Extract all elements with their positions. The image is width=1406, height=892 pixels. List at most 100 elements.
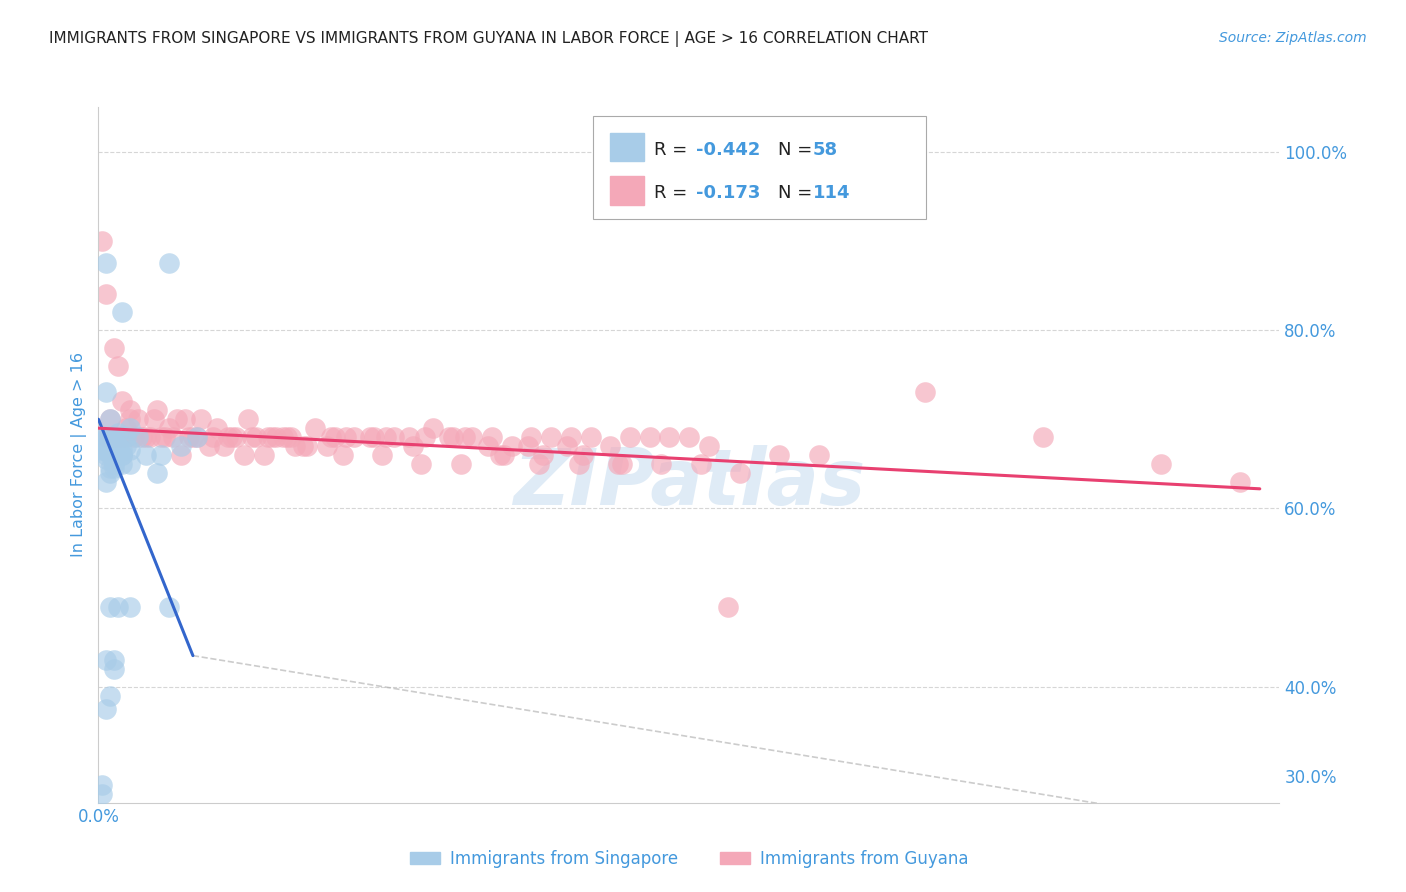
Point — [131, 430, 153, 444]
Point — [323, 430, 346, 444]
Point — [555, 439, 578, 453]
Point — [107, 359, 129, 373]
Point — [103, 662, 125, 676]
Point — [461, 430, 484, 444]
Point — [103, 448, 125, 462]
Point — [103, 653, 125, 667]
Point — [96, 702, 118, 716]
Point — [91, 234, 114, 248]
Point — [146, 466, 169, 480]
Point — [98, 466, 121, 480]
Point — [560, 430, 582, 444]
Point — [96, 448, 118, 462]
Point — [599, 439, 621, 453]
Point — [914, 385, 936, 400]
Point — [103, 341, 125, 355]
Point — [157, 599, 180, 614]
Point — [437, 430, 460, 444]
Text: 58: 58 — [813, 141, 838, 159]
Point — [135, 448, 157, 462]
Point — [260, 430, 283, 444]
Point — [96, 256, 118, 270]
Point — [276, 430, 298, 444]
Point — [157, 421, 180, 435]
Point — [1229, 475, 1251, 489]
Point — [264, 430, 287, 444]
Point — [111, 430, 134, 444]
Point — [96, 443, 118, 458]
Point — [181, 430, 204, 444]
Point — [501, 439, 523, 453]
Point — [441, 430, 464, 444]
Point — [186, 430, 208, 444]
Point — [107, 599, 129, 614]
Point — [150, 448, 173, 462]
Point — [98, 443, 121, 458]
Point — [127, 430, 149, 444]
Text: -0.173: -0.173 — [696, 184, 761, 202]
Point — [186, 430, 208, 444]
Point — [155, 430, 177, 444]
Point — [111, 448, 134, 462]
Point — [225, 430, 247, 444]
Y-axis label: In Labor Force | Age > 16: In Labor Force | Age > 16 — [72, 352, 87, 558]
Point — [96, 475, 118, 489]
Point — [103, 457, 125, 471]
Point — [807, 448, 830, 462]
Point — [728, 466, 751, 480]
Point — [374, 430, 396, 444]
Point — [96, 430, 118, 444]
Point — [217, 430, 239, 444]
Point — [118, 412, 141, 426]
Point — [146, 403, 169, 417]
Point — [214, 439, 236, 453]
Point — [531, 448, 554, 462]
Point — [481, 430, 503, 444]
Text: R =: R = — [654, 141, 693, 159]
Point — [516, 439, 538, 453]
Point — [98, 689, 121, 703]
Point — [96, 439, 118, 453]
Point — [103, 461, 125, 475]
Point — [319, 430, 342, 444]
Point — [233, 448, 256, 462]
Point — [359, 430, 381, 444]
Point — [118, 443, 141, 458]
Point — [638, 430, 661, 444]
Point — [332, 448, 354, 462]
Point — [579, 430, 602, 444]
Point — [107, 439, 129, 453]
Text: IMMIGRANTS FROM SINGAPORE VS IMMIGRANTS FROM GUYANA IN LABOR FORCE | AGE > 16 CO: IMMIGRANTS FROM SINGAPORE VS IMMIGRANTS … — [49, 31, 928, 47]
Point — [142, 412, 165, 426]
Point — [402, 439, 425, 453]
Point — [221, 430, 243, 444]
Point — [91, 443, 114, 458]
Point — [477, 439, 499, 453]
Point — [115, 439, 138, 453]
Point — [98, 599, 121, 614]
Point — [450, 457, 472, 471]
Point — [107, 430, 129, 444]
Point — [111, 394, 134, 409]
Point — [91, 430, 114, 444]
Point — [103, 434, 125, 449]
Point — [292, 439, 315, 453]
Point — [245, 430, 267, 444]
Point — [111, 443, 134, 458]
Point — [520, 430, 543, 444]
Point — [489, 448, 512, 462]
Point — [91, 778, 114, 792]
Point — [398, 430, 420, 444]
Point — [150, 430, 173, 444]
Legend: Immigrants from Singapore, Immigrants from Guyana: Immigrants from Singapore, Immigrants fr… — [404, 843, 974, 874]
Point — [650, 457, 672, 471]
Point — [273, 430, 295, 444]
Point — [115, 421, 138, 435]
Point — [115, 430, 138, 444]
Point — [98, 448, 121, 462]
Point — [91, 787, 114, 801]
Point — [166, 412, 188, 426]
Text: 114: 114 — [813, 184, 851, 202]
Point — [607, 457, 630, 471]
Point — [98, 430, 121, 444]
